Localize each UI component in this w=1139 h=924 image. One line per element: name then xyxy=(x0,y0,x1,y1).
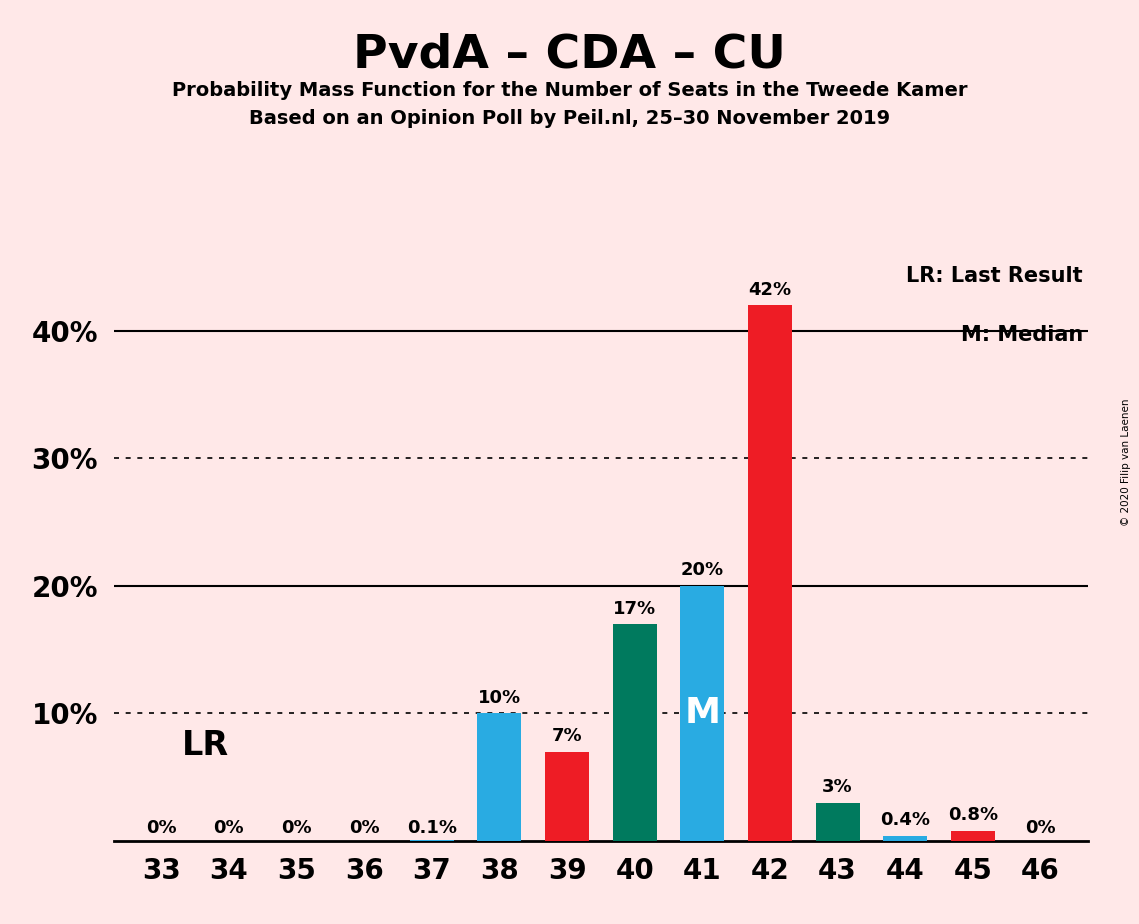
Text: 17%: 17% xyxy=(613,600,656,617)
Text: M: M xyxy=(685,697,720,730)
Text: LR: Last Result: LR: Last Result xyxy=(907,266,1083,286)
Bar xyxy=(680,586,724,841)
Bar xyxy=(816,803,860,841)
Text: 7%: 7% xyxy=(551,727,582,745)
Bar xyxy=(546,751,589,841)
Bar xyxy=(883,835,927,841)
Text: 0%: 0% xyxy=(281,819,312,837)
Text: Based on an Opinion Poll by Peil.nl, 25–30 November 2019: Based on an Opinion Poll by Peil.nl, 25–… xyxy=(249,109,890,128)
Text: 10%: 10% xyxy=(478,689,521,707)
Text: Probability Mass Function for the Number of Seats in the Tweede Kamer: Probability Mass Function for the Number… xyxy=(172,81,967,101)
Text: 0.4%: 0.4% xyxy=(880,811,931,830)
Text: 0%: 0% xyxy=(213,819,244,837)
Bar xyxy=(613,624,656,841)
Text: 3%: 3% xyxy=(822,778,853,796)
Text: 0.8%: 0.8% xyxy=(948,807,998,824)
Text: LR: LR xyxy=(181,729,229,761)
Bar xyxy=(477,713,522,841)
Text: © 2020 Filip van Laenen: © 2020 Filip van Laenen xyxy=(1121,398,1131,526)
Text: M: Median: M: Median xyxy=(960,324,1083,345)
Bar xyxy=(748,305,792,841)
Bar xyxy=(410,840,453,841)
Bar xyxy=(951,831,994,841)
Text: 0%: 0% xyxy=(349,819,379,837)
Text: 42%: 42% xyxy=(748,281,792,298)
Text: 0.1%: 0.1% xyxy=(407,819,457,837)
Text: 20%: 20% xyxy=(681,562,723,579)
Text: 0%: 0% xyxy=(1025,819,1056,837)
Text: PvdA – CDA – CU: PvdA – CDA – CU xyxy=(353,32,786,78)
Text: 0%: 0% xyxy=(146,819,177,837)
